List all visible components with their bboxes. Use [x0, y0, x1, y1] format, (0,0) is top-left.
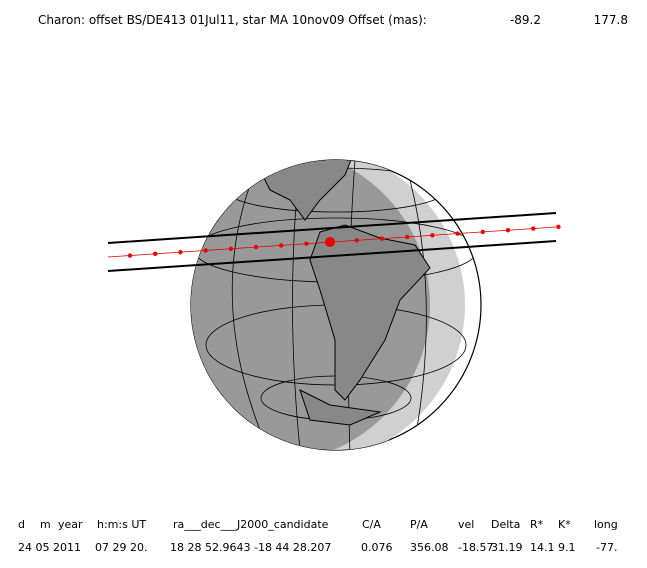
path-dot	[304, 241, 309, 246]
column-header: year	[58, 518, 83, 531]
path-dot	[405, 234, 410, 240]
row-value: -77.	[596, 541, 617, 554]
shadow-path	[107, 212, 561, 272]
path-dot	[505, 228, 511, 233]
path-dot	[279, 243, 284, 248]
column-header: R*	[530, 518, 544, 531]
path-dot	[253, 244, 259, 250]
path-dot	[379, 236, 385, 241]
path-dot	[455, 231, 460, 236]
column-header: Delta	[491, 518, 520, 531]
column-header: ra___dec___J2000_candidate	[173, 518, 329, 531]
row-value: 24 05 2011	[18, 541, 81, 554]
column-header: vel	[458, 518, 474, 531]
path-dot	[556, 224, 561, 230]
path-dot	[354, 238, 359, 243]
column-header: m	[40, 518, 51, 531]
offset-x: -89.2	[510, 13, 541, 27]
row-value: 9.1	[558, 541, 576, 554]
path-dot	[178, 249, 183, 255]
row-value: 07 29 20.	[95, 541, 147, 554]
globe	[190, 159, 482, 451]
row-value: 31.19	[491, 541, 523, 554]
column-header: P/A	[410, 518, 428, 531]
path-dot	[153, 251, 158, 257]
column-header: long	[594, 518, 618, 531]
data-table: d m year h:m:s UT ra___dec___J2000_candidate…	[18, 518, 618, 554]
row-value: 18 28 52.9643 -18 44 28.207	[170, 541, 331, 554]
row-value: 356.08	[410, 541, 449, 554]
column-header: d	[18, 518, 25, 531]
column-header: C/A	[362, 518, 381, 531]
row-value: -18.57	[458, 541, 493, 554]
path-dot	[480, 229, 485, 235]
path-dot	[531, 226, 536, 231]
path-dot	[228, 246, 233, 251]
path-dot	[127, 253, 133, 258]
column-header: h:m:s UT	[97, 518, 146, 531]
column-header: K*	[558, 518, 571, 531]
row-value: 0.076	[361, 541, 393, 554]
path-dot	[203, 248, 208, 253]
title: Charon: offset BS/DE413 01Jul11, star MA…	[38, 13, 427, 27]
row-value: 14.1	[530, 541, 555, 554]
offset-y: 177.8	[594, 13, 628, 27]
path-dot	[430, 233, 435, 238]
